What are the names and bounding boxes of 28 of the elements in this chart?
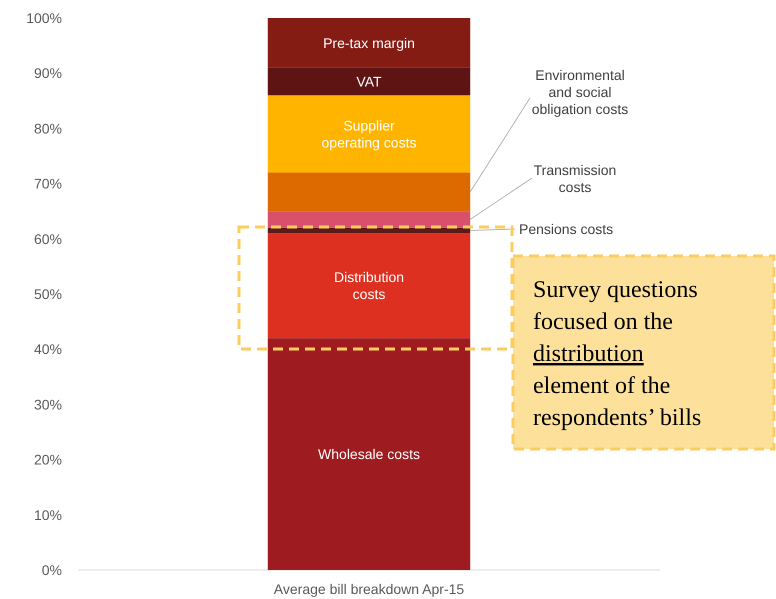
bar [268, 172, 470, 212]
bar [268, 18, 470, 68]
bar [268, 95, 470, 173]
y-tick-label: 80% [34, 120, 62, 136]
series-label: VAT [356, 73, 382, 90]
text: Environmental and social obligation costs [532, 67, 628, 117]
y-tick-label: 100% [26, 10, 62, 26]
y-tick-label: 60% [34, 230, 62, 247]
series-label: Wholesale costs [318, 446, 420, 462]
bar [268, 211, 470, 228]
y-tick-label: 90% [34, 65, 62, 82]
text: Pensions costs [519, 221, 614, 237]
series-label: Pre-tax margin [323, 34, 415, 51]
y-tick-label: 70% [34, 176, 62, 192]
x-tick-label: Average bill breakdown Apr-15 [274, 581, 464, 597]
text: Survey questions focused on the distribution element of the respondents’ bills [533, 277, 702, 431]
bar [268, 68, 470, 96]
y-tick-label: 0% [42, 562, 62, 578]
y-tick-label: 50% [34, 286, 62, 302]
series-label: Supplier operating costs [322, 117, 416, 150]
y-tick-label: 20% [34, 452, 62, 468]
series-label: Distribution costs [334, 269, 404, 302]
y-tick-label: 30% [34, 396, 62, 412]
y-tick-label: 10% [34, 506, 62, 523]
text: Transmission costs [534, 162, 616, 195]
y-tick-label: 40% [34, 341, 62, 358]
bar [268, 338, 470, 570]
bar [268, 233, 470, 338]
